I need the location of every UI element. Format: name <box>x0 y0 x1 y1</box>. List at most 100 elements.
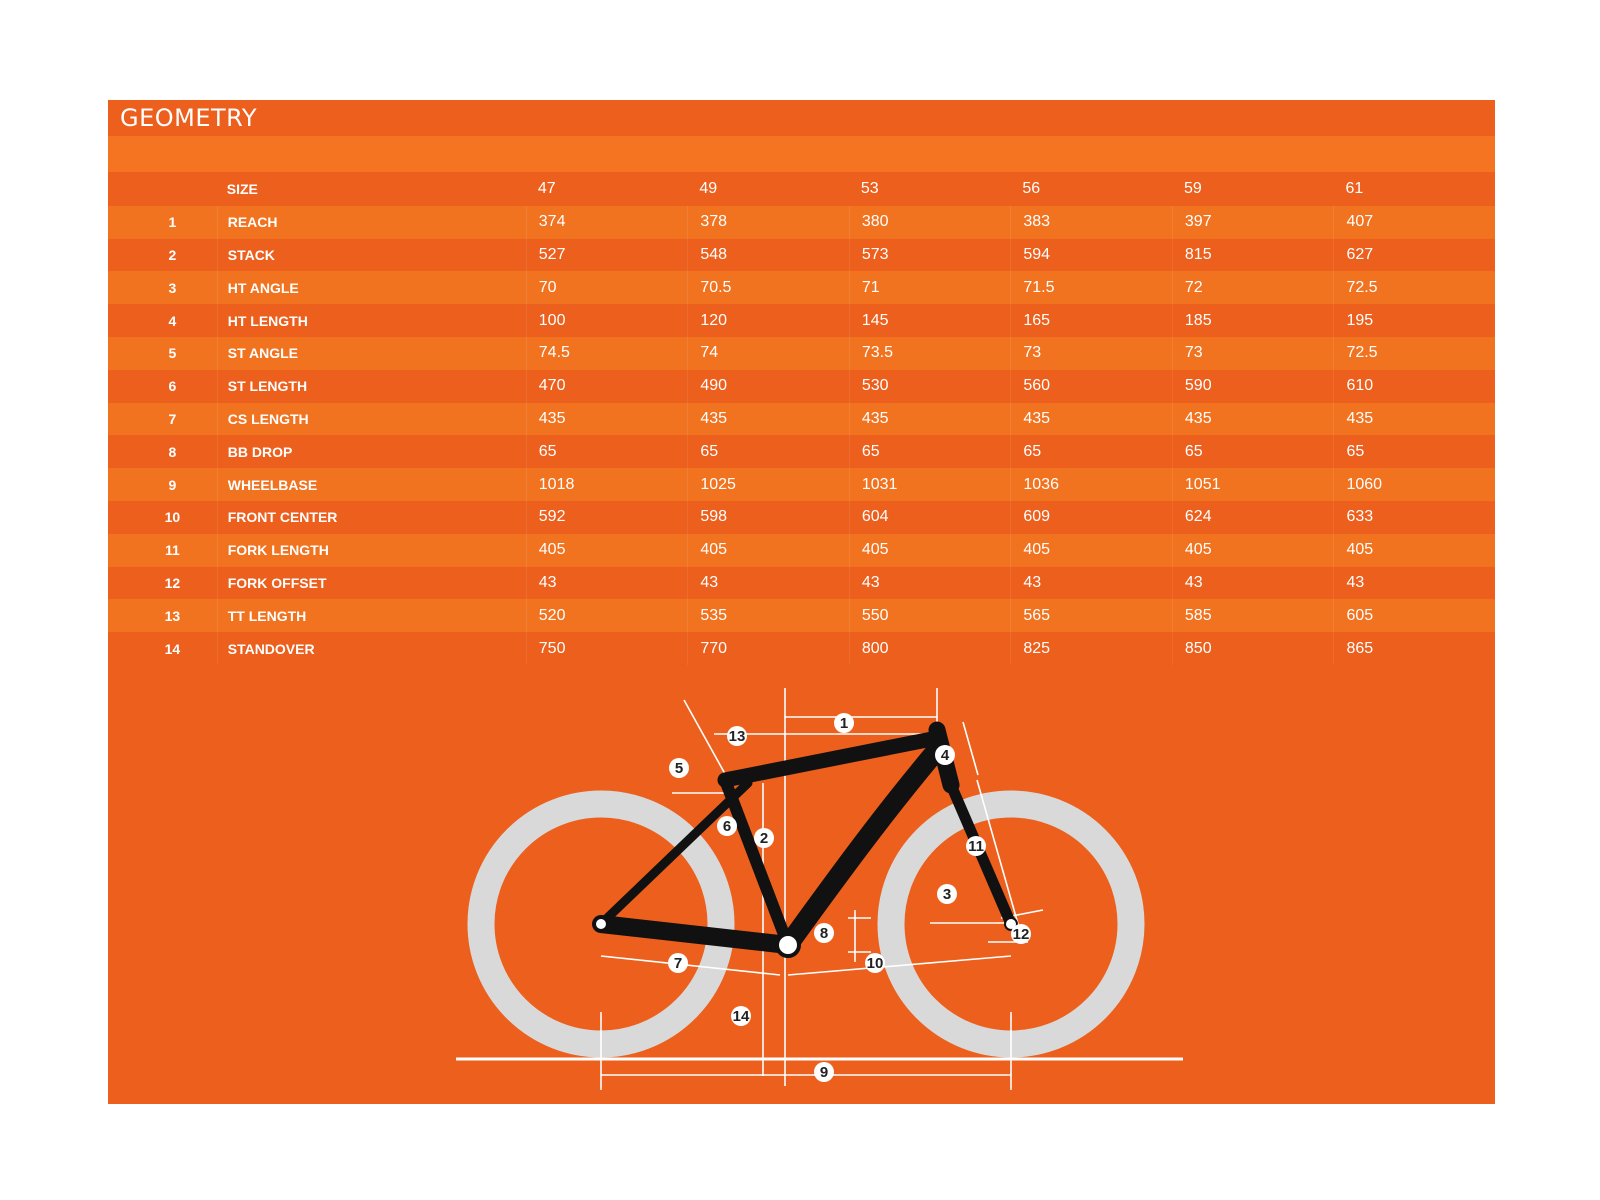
row-value: 43 <box>848 566 1011 600</box>
row-value: 405 <box>1010 533 1172 567</box>
row-label: REACH <box>216 205 526 239</box>
table-row: 8 BB DROP 65 65 65 65 65 65 <box>108 435 1495 469</box>
row-value: 435 <box>1171 402 1334 436</box>
diagram-marker-14: 14 <box>731 1006 751 1026</box>
marker-label: 5 <box>675 760 683 777</box>
row-number: 5 <box>168 345 177 362</box>
row-label: FRONT CENTER <box>216 500 526 534</box>
row-value: 535 <box>687 599 849 633</box>
row-label: ST ANGLE <box>216 336 526 370</box>
table-row: 10 FRONT CENTER 592 598 604 609 624 633 <box>108 500 1495 534</box>
row-value: 43 <box>525 566 688 600</box>
table-row: 5 ST ANGLE 74.5 74 73.5 73 73 72.5 <box>108 336 1495 370</box>
table-row: 14 STANDOVER 750 770 800 825 850 865 <box>108 632 1495 665</box>
row-value: 165 <box>1010 304 1172 337</box>
row-value: 71 <box>848 271 1011 305</box>
row-value: 1060 <box>1333 468 1495 501</box>
row-label: BB DROP <box>216 435 526 469</box>
size-col-5: 59 <box>1183 180 1202 198</box>
row-value: 65 <box>1333 435 1495 469</box>
row-value: 405 <box>848 533 1011 567</box>
row-value: 1051 <box>1171 468 1334 501</box>
row-value: 435 <box>848 402 1011 436</box>
row-label: STACK <box>216 238 526 272</box>
marker-label: 1 <box>840 715 848 732</box>
row-value: 405 <box>525 533 688 567</box>
row-label: WHEELBASE <box>216 468 526 501</box>
row-value: 1031 <box>848 468 1011 501</box>
geometry-rows: 1 REACH 374 378 380 383 397 407 2 STACK 527 548 573 5… <box>108 205 1495 665</box>
marker-circle <box>834 713 854 733</box>
marker-label: 3 <box>943 886 951 903</box>
marker-label: 6 <box>723 818 731 835</box>
row-label: STANDOVER <box>216 632 526 665</box>
row-value: 520 <box>525 599 688 633</box>
row-label: HT ANGLE <box>216 271 526 305</box>
marker-label: 9 <box>820 1064 828 1081</box>
marker-circle <box>731 1006 751 1026</box>
marker-circle <box>966 836 986 856</box>
row-number: 3 <box>168 279 177 296</box>
row-value: 72 <box>1171 271 1334 305</box>
row-value: 590 <box>1171 369 1334 403</box>
row-number: 14 <box>164 640 181 657</box>
marker-label: 14 <box>733 1008 750 1025</box>
row-value: 1018 <box>525 468 688 501</box>
rear-hub <box>594 917 608 931</box>
table-row: 6 ST LENGTH 470 490 530 560 590 610 <box>108 369 1495 403</box>
row-value: 74.5 <box>525 336 688 370</box>
geometry-panel: GEOMETRY SIZE 47 49 53 56 59 61 1 REACH 37… <box>108 100 1495 1104</box>
row-number: 6 <box>168 378 177 395</box>
row-value: 592 <box>525 500 688 534</box>
size-col-1: 47 <box>537 180 556 198</box>
row-value: 825 <box>1010 632 1172 665</box>
marker-circle <box>669 758 689 778</box>
row-value: 530 <box>848 369 1011 403</box>
row-value: 850 <box>1171 632 1334 665</box>
marker-circle <box>814 923 834 943</box>
marker-label: 8 <box>820 925 828 942</box>
marker-label: 11 <box>968 838 984 855</box>
row-value: 490 <box>687 369 849 403</box>
row-label: HT LENGTH <box>216 304 526 337</box>
marker-label: 2 <box>760 830 768 847</box>
row-value: 750 <box>525 632 688 665</box>
row-number: 7 <box>168 410 177 427</box>
size-col-4: 56 <box>1022 180 1041 198</box>
row-value: 800 <box>848 632 1011 665</box>
diagram-marker-5: 5 <box>669 758 689 778</box>
bike-frame <box>592 721 1017 955</box>
row-value: 43 <box>1010 566 1172 600</box>
marker-circle <box>935 745 955 765</box>
marker-circle <box>937 884 957 904</box>
row-value: 74 <box>687 336 849 370</box>
row-value: 865 <box>1333 632 1495 665</box>
geometry-table: SIZE 47 49 53 56 59 61 1 REACH 374 378 380 38… <box>108 173 1495 665</box>
row-value: 73 <box>1171 336 1334 370</box>
row-number: 10 <box>164 509 181 526</box>
row-value: 435 <box>1333 402 1495 436</box>
row-value: 100 <box>525 304 688 337</box>
diagram-marker-2: 2 <box>754 828 774 848</box>
row-value: 1036 <box>1010 468 1172 501</box>
row-label: FORK OFFSET <box>216 566 526 600</box>
row-value: 605 <box>1333 599 1495 633</box>
row-value: 43 <box>687 566 849 600</box>
diagram-marker-8: 8 <box>814 923 834 943</box>
row-value: 770 <box>687 632 849 665</box>
diagram-marker-4: 4 <box>935 745 955 765</box>
marker-circle <box>1011 924 1031 944</box>
row-label: FORK LENGTH <box>216 533 526 567</box>
row-value: 633 <box>1333 500 1495 534</box>
row-value: 195 <box>1333 304 1495 337</box>
diagram-marker-12: 12 <box>1011 924 1031 944</box>
marker-circle <box>865 953 885 973</box>
row-value: 65 <box>687 435 849 469</box>
row-value: 405 <box>1333 533 1495 567</box>
marker-circle <box>754 828 774 848</box>
row-number: 4 <box>168 312 177 329</box>
row-value: 65 <box>1171 435 1334 469</box>
row-value: 435 <box>525 402 688 436</box>
row-number: 12 <box>164 574 181 591</box>
marker-circle <box>717 816 737 836</box>
